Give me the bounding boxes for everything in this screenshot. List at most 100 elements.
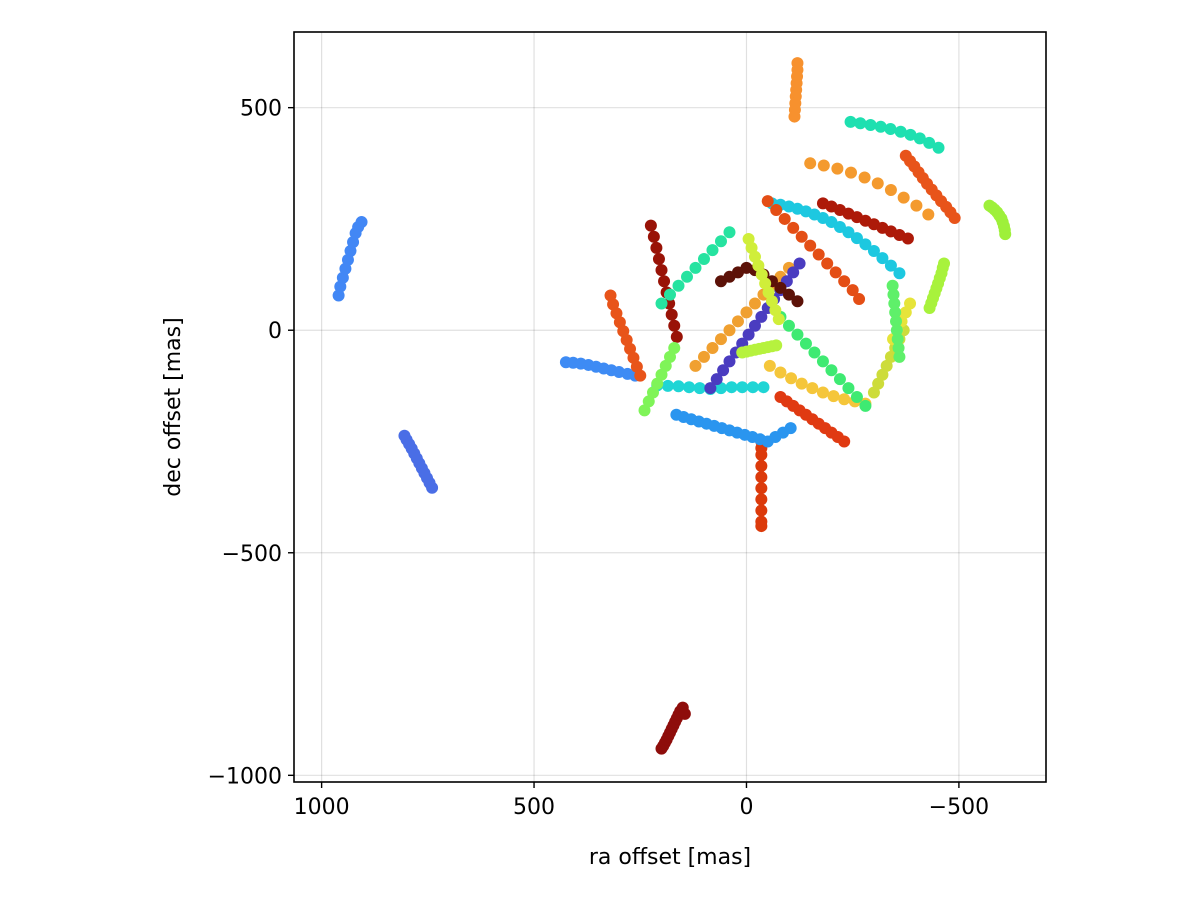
data-point bbox=[897, 191, 910, 204]
data-point bbox=[838, 275, 851, 288]
y-axis-label: dec offset [mas] bbox=[161, 317, 186, 496]
plot-frame bbox=[293, 31, 1047, 783]
grid bbox=[294, 32, 1046, 782]
series-group bbox=[774, 390, 851, 448]
data-point bbox=[859, 238, 872, 251]
x-axis-label: ra offset [mas] bbox=[589, 845, 751, 870]
data-point bbox=[655, 264, 668, 277]
data-point bbox=[748, 319, 761, 332]
data-point bbox=[668, 319, 681, 332]
series-group bbox=[655, 701, 691, 755]
data-point bbox=[693, 382, 706, 395]
data-point bbox=[755, 310, 768, 323]
y-tick-label: 500 bbox=[240, 97, 282, 122]
data-point bbox=[844, 166, 857, 179]
data-point bbox=[704, 382, 717, 395]
data-point bbox=[655, 297, 668, 310]
data-point bbox=[867, 244, 880, 257]
data-point bbox=[651, 377, 664, 390]
x-tick-label: 0 bbox=[739, 795, 753, 820]
data-point bbox=[842, 382, 855, 395]
data-point bbox=[804, 239, 817, 252]
data-point bbox=[659, 359, 672, 372]
data-point bbox=[723, 355, 736, 368]
series-group bbox=[638, 342, 681, 417]
data-point bbox=[650, 241, 663, 254]
data-point bbox=[791, 328, 804, 341]
data-point bbox=[817, 159, 830, 172]
data-point bbox=[894, 125, 907, 138]
data-point bbox=[774, 281, 787, 294]
series-group bbox=[742, 232, 785, 326]
data-point bbox=[833, 373, 846, 386]
data-point bbox=[904, 297, 917, 310]
data-point bbox=[844, 115, 857, 128]
data-point bbox=[846, 284, 859, 297]
data-point bbox=[901, 232, 914, 245]
data-point bbox=[742, 328, 755, 341]
data-point bbox=[706, 244, 719, 257]
data-point bbox=[793, 257, 806, 270]
data-point bbox=[680, 270, 693, 283]
data-point bbox=[736, 381, 749, 394]
x-tick-label: 500 bbox=[513, 795, 555, 820]
data-point bbox=[755, 504, 768, 517]
data-point bbox=[829, 266, 842, 279]
series-group bbox=[983, 199, 1012, 241]
data-point bbox=[638, 404, 651, 417]
data-point bbox=[808, 346, 821, 359]
data-point bbox=[755, 520, 768, 533]
data-point bbox=[426, 481, 439, 494]
data-point bbox=[678, 707, 691, 720]
data-point bbox=[655, 368, 668, 381]
data-point bbox=[884, 259, 897, 272]
data-point bbox=[891, 333, 904, 346]
data-point bbox=[871, 177, 884, 190]
data-point bbox=[761, 195, 774, 208]
data-point bbox=[884, 350, 897, 363]
data-point bbox=[755, 482, 768, 495]
data-point bbox=[872, 377, 885, 390]
data-point bbox=[831, 162, 844, 175]
data-point bbox=[893, 267, 906, 280]
data-point bbox=[932, 141, 945, 154]
data-point bbox=[804, 157, 817, 170]
data-point bbox=[714, 235, 727, 248]
data-point bbox=[664, 350, 676, 363]
data-point bbox=[799, 337, 812, 350]
series-group bbox=[559, 356, 642, 382]
data-point bbox=[880, 359, 893, 372]
data-point bbox=[714, 333, 727, 346]
data-point bbox=[647, 386, 660, 399]
data-points bbox=[332, 57, 1012, 755]
series-group bbox=[886, 279, 906, 363]
data-point bbox=[890, 324, 903, 337]
data-point bbox=[782, 319, 795, 332]
data-point bbox=[890, 315, 903, 328]
data-point bbox=[910, 199, 923, 212]
data-point bbox=[999, 228, 1012, 241]
data-point bbox=[661, 379, 674, 392]
data-point bbox=[784, 422, 797, 435]
data-point bbox=[904, 128, 917, 141]
series-group bbox=[398, 429, 439, 494]
data-point bbox=[689, 359, 702, 372]
data-point bbox=[770, 339, 783, 352]
data-point bbox=[665, 308, 678, 321]
data-point bbox=[746, 381, 759, 394]
series-group bbox=[755, 435, 768, 533]
data-point bbox=[899, 306, 912, 319]
data-point bbox=[884, 123, 897, 136]
data-point bbox=[672, 279, 685, 292]
series-group bbox=[670, 408, 797, 448]
data-point bbox=[755, 471, 768, 484]
data-point bbox=[740, 306, 753, 319]
data-point bbox=[710, 373, 723, 386]
series-group bbox=[899, 149, 961, 225]
series-group bbox=[736, 339, 783, 359]
data-point bbox=[854, 117, 867, 130]
data-point bbox=[770, 204, 783, 217]
data-point bbox=[816, 355, 829, 368]
data-point bbox=[717, 364, 730, 377]
